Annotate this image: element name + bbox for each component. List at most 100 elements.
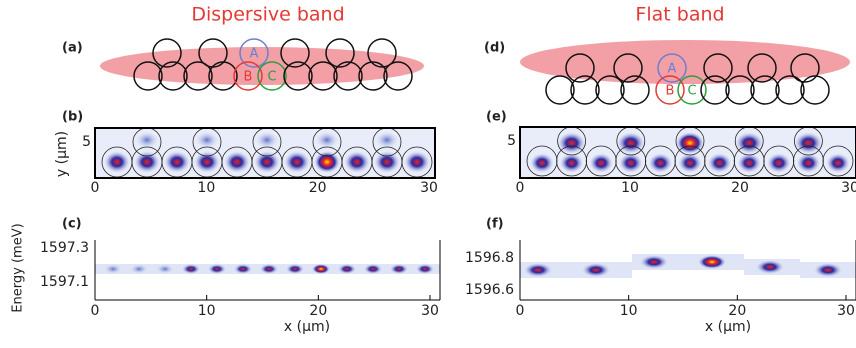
x-tick-label: 20 [728, 303, 746, 319]
site [133, 61, 163, 91]
mode-blob [344, 151, 370, 173]
band-blob [756, 260, 784, 274]
site [655, 75, 685, 105]
site [585, 145, 617, 177]
mode-blob [559, 153, 584, 173]
site [526, 145, 558, 177]
panel-label: (d) [484, 41, 505, 56]
site [800, 75, 830, 105]
site-label: C [687, 84, 696, 99]
site [620, 75, 650, 105]
x-tick-label: 30 [420, 180, 438, 196]
site [725, 75, 755, 105]
mode-blob [826, 153, 850, 173]
band-blob [130, 264, 148, 274]
site [793, 145, 824, 177]
band-blob [364, 264, 382, 274]
site [677, 75, 707, 105]
x-tick-label: 20 [309, 180, 327, 196]
y-tick-label: 5 [507, 133, 516, 149]
x-tick-label: 0 [516, 180, 525, 196]
site [208, 61, 238, 91]
mode-blob [224, 151, 250, 173]
band-blob [814, 263, 842, 277]
x-tick-label: 10 [621, 180, 639, 196]
mode-blob [134, 151, 160, 173]
band-blob [582, 263, 610, 277]
mode-blob [589, 153, 614, 173]
band-blob [390, 264, 408, 274]
mode-blob [794, 132, 823, 154]
x-axis-label: x (μm) [705, 319, 751, 335]
site [565, 53, 595, 83]
mode-blob [374, 151, 400, 173]
site [325, 38, 355, 68]
x-tick-label: 0 [91, 303, 100, 319]
site [308, 61, 338, 91]
x-tick-label: 20 [731, 180, 749, 196]
site [657, 53, 687, 83]
mode-blob [164, 151, 190, 173]
band-blob [312, 264, 330, 274]
band-blob [698, 255, 726, 269]
mode-blob [255, 131, 279, 149]
band-blob [524, 263, 552, 277]
mode-blob [796, 153, 821, 173]
mode-blob [735, 132, 764, 154]
mode-blob [766, 153, 791, 173]
x-tick-label: 10 [198, 303, 216, 319]
x-tick-label: 0 [91, 180, 100, 196]
y-tick-label: 1597.3 [40, 240, 89, 256]
y-axis-label: y (μm) [54, 131, 70, 177]
panel-label: (a) [62, 41, 83, 56]
band-blob [156, 264, 174, 274]
mode-blob [104, 151, 130, 173]
site [383, 61, 413, 91]
mode-blob [557, 132, 586, 154]
mode-blob [530, 153, 554, 173]
site [747, 53, 777, 83]
mode-blob [707, 153, 732, 173]
site [367, 38, 397, 68]
site-label: B [244, 70, 253, 85]
site-label: A [250, 47, 259, 62]
mode-blob [195, 131, 219, 149]
site [257, 61, 287, 91]
column-title: Dispersive band [191, 4, 344, 26]
site [283, 61, 313, 91]
mode-blob [135, 131, 159, 149]
y-tick-label: 1596.8 [465, 250, 514, 266]
site [645, 145, 676, 177]
band-blob [640, 255, 668, 269]
x-axis-label: x (μm) [284, 319, 330, 335]
band-blob [260, 264, 278, 274]
mode-blob [284, 151, 310, 173]
y-axis-label: Energy (meV) [11, 223, 26, 312]
band-blob [104, 264, 122, 274]
mode-blob [314, 151, 340, 173]
mode-blob [404, 151, 430, 173]
site [733, 145, 765, 177]
frame [94, 127, 436, 179]
site-label: C [267, 70, 276, 85]
mode-blob [737, 153, 762, 173]
x-tick-label: 30 [421, 303, 439, 319]
x-tick-label: 30 [841, 180, 856, 196]
y-tick-label: 1597.1 [40, 274, 89, 290]
band-blob [234, 264, 252, 274]
x-tick-label: 10 [620, 303, 638, 319]
site-label: B [666, 84, 675, 99]
band-blob [208, 264, 226, 274]
y-tick-label: 1596.6 [465, 282, 514, 298]
site [703, 53, 733, 83]
mode-blob [648, 153, 673, 173]
site [674, 145, 706, 177]
site [233, 61, 263, 91]
band-blob [338, 264, 356, 274]
mode-blob [618, 153, 643, 173]
mode-blob [315, 131, 339, 149]
site [700, 75, 730, 105]
site [750, 75, 780, 105]
site [595, 75, 625, 105]
